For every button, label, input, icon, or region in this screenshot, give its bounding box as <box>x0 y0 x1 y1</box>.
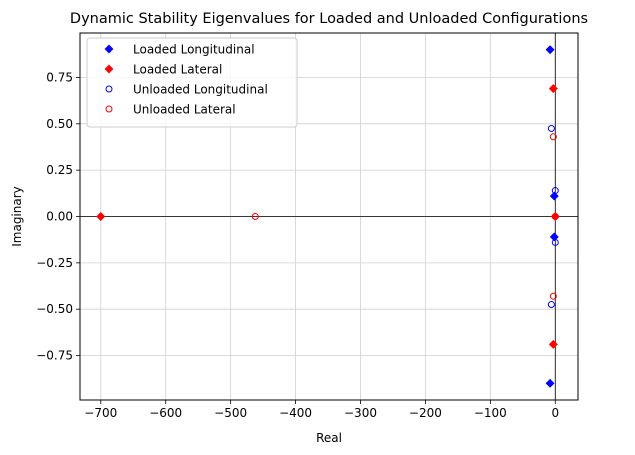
y-tick-label: 0.75 <box>46 70 73 84</box>
x-tick-label: −500 <box>214 406 247 420</box>
x-tick-label: −200 <box>409 406 442 420</box>
point-unloaded-lateral <box>549 292 557 300</box>
point-loaded-longitudinal <box>549 191 559 201</box>
point-loaded-lateral <box>548 84 558 94</box>
point-loaded-lateral <box>548 339 558 349</box>
x-tick-label: −700 <box>84 406 117 420</box>
x-tick-label: −100 <box>474 406 507 420</box>
x-ticks: −700 −600 −500 −400 −300 −200 −100 0 <box>84 400 559 420</box>
legend-marker-unloaded-lateral <box>105 105 113 113</box>
point-unloaded-longitudinal <box>551 238 559 246</box>
legend-label-unloaded-lateral: Unloaded Lateral <box>133 103 236 117</box>
point-unloaded-lateral <box>551 213 559 220</box>
point-loaded-lateral <box>96 211 106 222</box>
legend-box <box>86 37 298 128</box>
x-tick-label: −600 <box>149 406 182 420</box>
chart-title: Dynamic Stability Eigenvalues for Loaded… <box>70 11 588 27</box>
point-unloaded-lateral <box>251 213 259 220</box>
series-unloaded-lateral <box>251 133 559 300</box>
y-tick-label: 0.50 <box>46 117 73 131</box>
point-loaded-longitudinal <box>545 45 555 55</box>
legend-label-loaded-lateral: Loaded Lateral <box>133 63 222 77</box>
y-tick-label: −0.75 <box>36 349 73 363</box>
data-marks <box>96 45 560 388</box>
point-unloaded-longitudinal <box>551 187 559 195</box>
y-tick-label: −0.25 <box>36 256 73 270</box>
point-unloaded-longitudinal <box>547 301 555 309</box>
y-tick-label: −0.50 <box>36 302 73 316</box>
legend: Loaded Longitudinal Loaded Lateral Unloade… <box>86 37 298 128</box>
x-axis-label: Real <box>316 431 342 445</box>
legend-marker-unloaded-longitudinal <box>105 85 113 93</box>
legend-marker-loaded-longitudinal <box>104 44 114 54</box>
point-unloaded-lateral <box>549 133 557 141</box>
point-loaded-longitudinal <box>545 378 555 388</box>
x-tick-label: 0 <box>551 406 559 420</box>
legend-label-unloaded-longitudinal: Unloaded Longitudinal <box>133 83 268 97</box>
series-unloaded-longitudinal <box>547 124 559 309</box>
x-tick-label: −300 <box>344 406 377 420</box>
y-tick-label: 0.25 <box>46 163 73 177</box>
series-loaded-longitudinal <box>545 45 559 388</box>
point-unloaded-longitudinal <box>547 124 555 132</box>
legend-label-loaded-longitudinal: Loaded Longitudinal <box>133 43 255 57</box>
point-loaded-longitudinal <box>549 232 559 242</box>
y-axis-label: Imaginary <box>10 186 24 247</box>
y-ticks: −0.75 −0.50 −0.25 0.00 0.25 0.50 0.75 <box>36 70 80 363</box>
legend-marker-loaded-lateral <box>104 64 114 74</box>
y-tick-label: 0.00 <box>46 210 73 224</box>
x-tick-label: −400 <box>279 406 312 420</box>
